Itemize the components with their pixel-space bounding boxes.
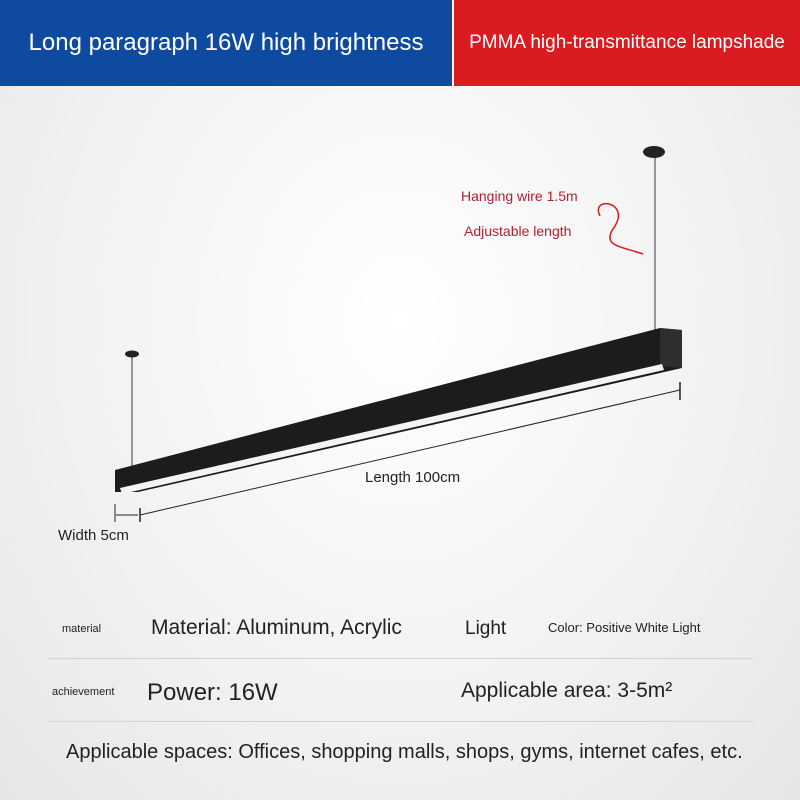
spec-label: achievement xyxy=(52,686,115,698)
divider xyxy=(48,721,753,722)
annotation: Hanging wire 1.5m xyxy=(461,188,578,204)
spec-footer: Applicable spaces: Offices, shopping mal… xyxy=(66,741,743,763)
spec-label: material xyxy=(62,623,102,635)
banner-title: Long paragraph 16W high brightness xyxy=(0,0,452,86)
spec-value: Color: Positive White Light xyxy=(548,620,701,635)
spec-value: Applicable area: 3-5m² xyxy=(461,679,673,702)
divider xyxy=(48,658,753,659)
spec-value: Power: 16W xyxy=(147,679,278,706)
spec-label: Light xyxy=(465,618,507,639)
spec-value: Material: Aluminum, Acrylic xyxy=(151,616,402,639)
annotation: Adjustable length xyxy=(464,223,572,239)
dimension-label: Width 5cm xyxy=(58,527,129,544)
dimension-label: Length 100cm xyxy=(365,469,461,486)
banner-title: PMMA high-transmittance lampshade xyxy=(454,0,800,86)
lamp-illustration xyxy=(114,146,682,522)
